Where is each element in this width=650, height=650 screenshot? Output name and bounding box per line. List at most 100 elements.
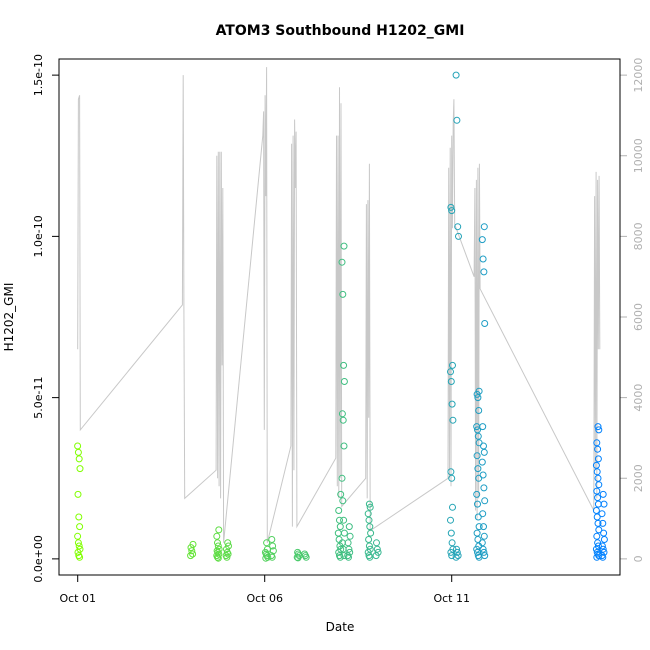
data-point — [479, 510, 487, 518]
data-point — [593, 532, 601, 540]
data-point — [345, 523, 353, 531]
altitude-line — [77, 67, 601, 543]
data-point — [262, 554, 270, 562]
data-point — [215, 550, 223, 558]
data-point — [600, 536, 608, 543]
data-point — [187, 552, 195, 560]
data-point — [340, 552, 348, 560]
data-point — [214, 539, 221, 547]
y2-tick-label: 2000 — [632, 464, 645, 492]
data-point — [595, 552, 603, 560]
data-point — [479, 545, 487, 553]
data-point — [366, 503, 374, 511]
points-layer — [74, 71, 608, 562]
data-point — [481, 552, 489, 560]
x-axis-label: Date — [326, 620, 355, 634]
data-point — [599, 545, 607, 553]
data-point — [75, 455, 83, 463]
data-point — [473, 490, 481, 498]
data-point — [599, 553, 607, 561]
data-point — [481, 320, 489, 327]
data-point — [447, 529, 455, 537]
data-point — [367, 529, 375, 537]
data-point — [364, 548, 372, 556]
data-point — [339, 416, 347, 424]
data-point — [481, 497, 489, 505]
data-point — [473, 390, 481, 398]
data-point — [75, 513, 83, 521]
data-point — [74, 548, 82, 556]
data-point — [480, 448, 488, 456]
data-point — [474, 432, 482, 440]
data-point — [478, 458, 486, 466]
data-point — [593, 468, 601, 476]
data-point — [76, 523, 84, 531]
x-tick-label: Oct 01 — [59, 592, 96, 605]
data-point — [594, 423, 602, 431]
data-point — [448, 207, 456, 215]
data-point — [76, 553, 84, 561]
data-point — [480, 548, 488, 556]
data-point — [447, 468, 455, 476]
data-point — [366, 553, 374, 561]
chart-title: ATOM3 Southbound H1202_GMI — [216, 23, 465, 39]
data-point — [340, 442, 348, 450]
data-point — [74, 448, 82, 456]
data-point — [447, 368, 454, 376]
data-point — [598, 510, 606, 518]
data-point — [594, 494, 602, 502]
data-point — [474, 394, 482, 402]
data-point — [475, 407, 483, 414]
data-point — [215, 545, 223, 553]
data-point — [366, 523, 374, 531]
data-point — [345, 553, 352, 561]
data-point — [454, 552, 462, 560]
altitude-layer — [77, 67, 601, 543]
y2-tick-label: 4000 — [632, 384, 645, 412]
data-point — [187, 544, 195, 552]
data-point — [480, 523, 487, 531]
data-point — [599, 519, 607, 527]
data-point — [214, 554, 222, 562]
data-point — [447, 378, 455, 385]
data-point — [338, 258, 346, 266]
data-point — [302, 553, 310, 561]
data-point — [595, 426, 603, 434]
y-tick-label: 0.0e+00 — [32, 535, 45, 582]
data-point — [74, 490, 82, 498]
data-point — [224, 550, 232, 558]
data-point — [595, 526, 603, 534]
data-point — [448, 400, 456, 408]
x-tick-label: Oct 11 — [433, 592, 470, 605]
data-point — [453, 545, 460, 553]
data-point — [593, 487, 601, 495]
data-point — [447, 516, 454, 524]
data-point — [372, 552, 380, 560]
data-point — [594, 519, 602, 527]
data-point — [592, 507, 600, 514]
data-point — [474, 513, 482, 521]
y-tick-label: 1.5e-10 — [32, 54, 45, 96]
data-point — [214, 553, 221, 561]
data-point — [452, 553, 460, 561]
data-point — [595, 481, 603, 489]
data-point — [480, 223, 488, 231]
data-point — [75, 542, 83, 550]
data-point — [598, 542, 606, 550]
data-point — [346, 532, 354, 540]
data-point — [340, 529, 348, 537]
data-point — [474, 536, 482, 543]
data-point — [599, 490, 607, 498]
x-tick-label: Oct 06 — [246, 592, 283, 605]
data-point — [213, 532, 221, 540]
data-point — [453, 116, 461, 124]
y-tick-label: 1.0e-10 — [32, 215, 45, 257]
y2-tick-label: 10000 — [632, 138, 645, 173]
data-point — [479, 255, 487, 263]
data-point — [480, 268, 488, 276]
data-point — [447, 203, 455, 211]
y2-tick-label: 0 — [632, 555, 645, 562]
data-point — [594, 455, 602, 463]
data-point — [475, 474, 483, 482]
